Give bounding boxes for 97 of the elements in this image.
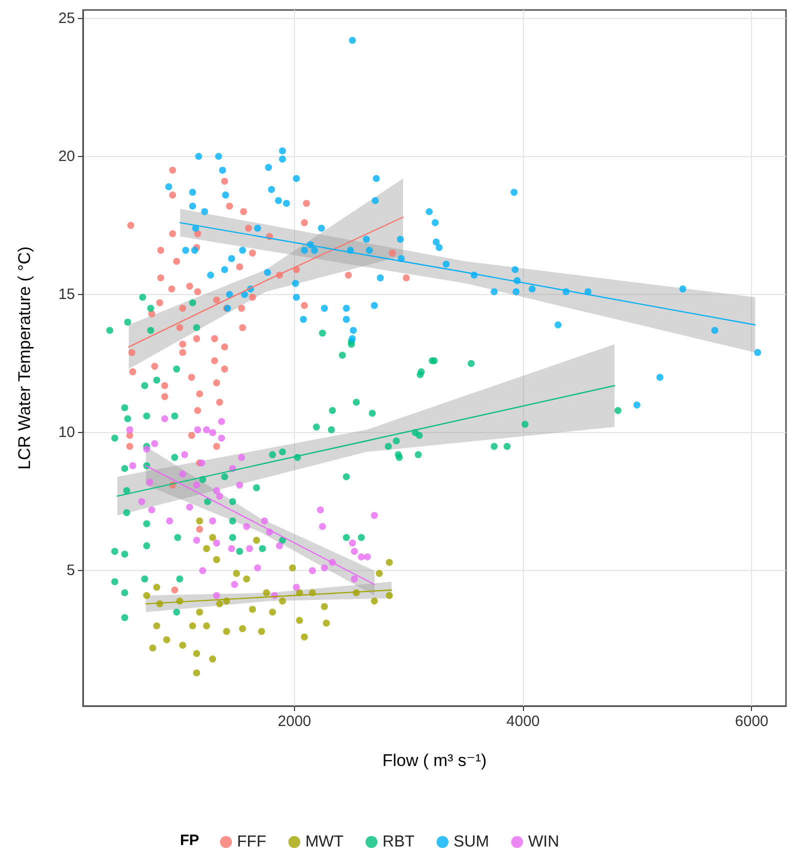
y-axis-title: LCR Water Temperature ( °C) bbox=[15, 246, 34, 470]
point bbox=[203, 426, 210, 434]
x-tick-label: 2000 bbox=[278, 713, 312, 730]
point bbox=[143, 592, 150, 600]
point bbox=[318, 522, 326, 530]
point bbox=[322, 620, 330, 627]
point bbox=[233, 570, 240, 577]
point bbox=[320, 603, 328, 610]
point bbox=[262, 589, 270, 596]
point bbox=[218, 418, 226, 426]
point bbox=[216, 600, 224, 608]
point bbox=[364, 553, 371, 560]
point bbox=[213, 592, 220, 600]
point bbox=[350, 575, 358, 582]
point bbox=[149, 644, 156, 652]
y-tick-label: 20 bbox=[58, 148, 75, 165]
legend-label: WIN bbox=[528, 834, 560, 850]
point bbox=[143, 446, 150, 453]
x-axis-title: Flow ( m³ s⁻¹) bbox=[382, 751, 487, 770]
point bbox=[196, 608, 204, 616]
point bbox=[236, 482, 244, 489]
point bbox=[203, 545, 210, 552]
point bbox=[320, 564, 328, 572]
point bbox=[223, 628, 230, 635]
point bbox=[189, 622, 196, 630]
point bbox=[166, 517, 174, 524]
point bbox=[193, 536, 200, 544]
point bbox=[348, 540, 356, 547]
y-tick-label: 25 bbox=[58, 10, 75, 27]
point bbox=[358, 553, 365, 560]
point bbox=[350, 548, 358, 555]
point bbox=[209, 534, 216, 542]
point bbox=[146, 478, 154, 486]
point bbox=[213, 487, 220, 494]
point bbox=[239, 625, 246, 632]
point bbox=[199, 567, 206, 574]
point bbox=[376, 570, 383, 577]
point bbox=[261, 517, 268, 524]
point bbox=[218, 434, 226, 442]
point bbox=[249, 606, 256, 613]
y-tick-label: 10 bbox=[58, 424, 75, 442]
point bbox=[138, 498, 146, 506]
point bbox=[161, 415, 168, 422]
y-tick-label: 15 bbox=[58, 286, 75, 303]
point bbox=[179, 470, 186, 478]
point bbox=[386, 592, 393, 600]
x-tick-label: 4000 bbox=[506, 713, 540, 730]
point bbox=[179, 642, 186, 649]
point bbox=[193, 482, 200, 489]
point bbox=[316, 506, 324, 514]
y-tick-label: 5 bbox=[66, 562, 75, 580]
point bbox=[243, 575, 250, 582]
point bbox=[193, 669, 200, 676]
point bbox=[276, 542, 283, 550]
point bbox=[370, 598, 378, 605]
point bbox=[129, 462, 136, 470]
point bbox=[151, 440, 158, 448]
point bbox=[243, 522, 250, 530]
point bbox=[209, 429, 216, 436]
legend-label: FFF bbox=[237, 834, 267, 850]
x-tick-label: 6000 bbox=[735, 713, 768, 730]
legend-title: FP bbox=[180, 832, 200, 849]
legend-label: RBT bbox=[382, 834, 415, 850]
point bbox=[300, 633, 308, 640]
point bbox=[153, 584, 160, 591]
point bbox=[163, 636, 170, 644]
point bbox=[289, 564, 296, 572]
point bbox=[238, 454, 246, 461]
point bbox=[246, 545, 254, 552]
point bbox=[253, 536, 260, 544]
legend-label: MWT bbox=[305, 834, 344, 850]
point bbox=[258, 628, 266, 635]
point bbox=[269, 608, 276, 616]
point bbox=[386, 558, 393, 566]
point bbox=[231, 580, 238, 588]
point bbox=[203, 622, 210, 630]
point bbox=[181, 451, 188, 458]
point bbox=[213, 540, 220, 547]
legend-label: SUM bbox=[454, 834, 490, 850]
point bbox=[213, 556, 220, 564]
point bbox=[209, 517, 216, 524]
point bbox=[193, 650, 200, 658]
point bbox=[216, 492, 224, 500]
point bbox=[308, 567, 316, 574]
point bbox=[296, 616, 303, 624]
point bbox=[209, 656, 216, 663]
point bbox=[148, 506, 156, 514]
point bbox=[228, 545, 236, 552]
point bbox=[370, 512, 378, 519]
point bbox=[254, 564, 262, 572]
point bbox=[153, 622, 160, 630]
point bbox=[186, 504, 194, 511]
point bbox=[126, 426, 134, 434]
point bbox=[278, 598, 286, 605]
point bbox=[196, 517, 204, 524]
point bbox=[292, 584, 300, 591]
point bbox=[194, 426, 202, 434]
